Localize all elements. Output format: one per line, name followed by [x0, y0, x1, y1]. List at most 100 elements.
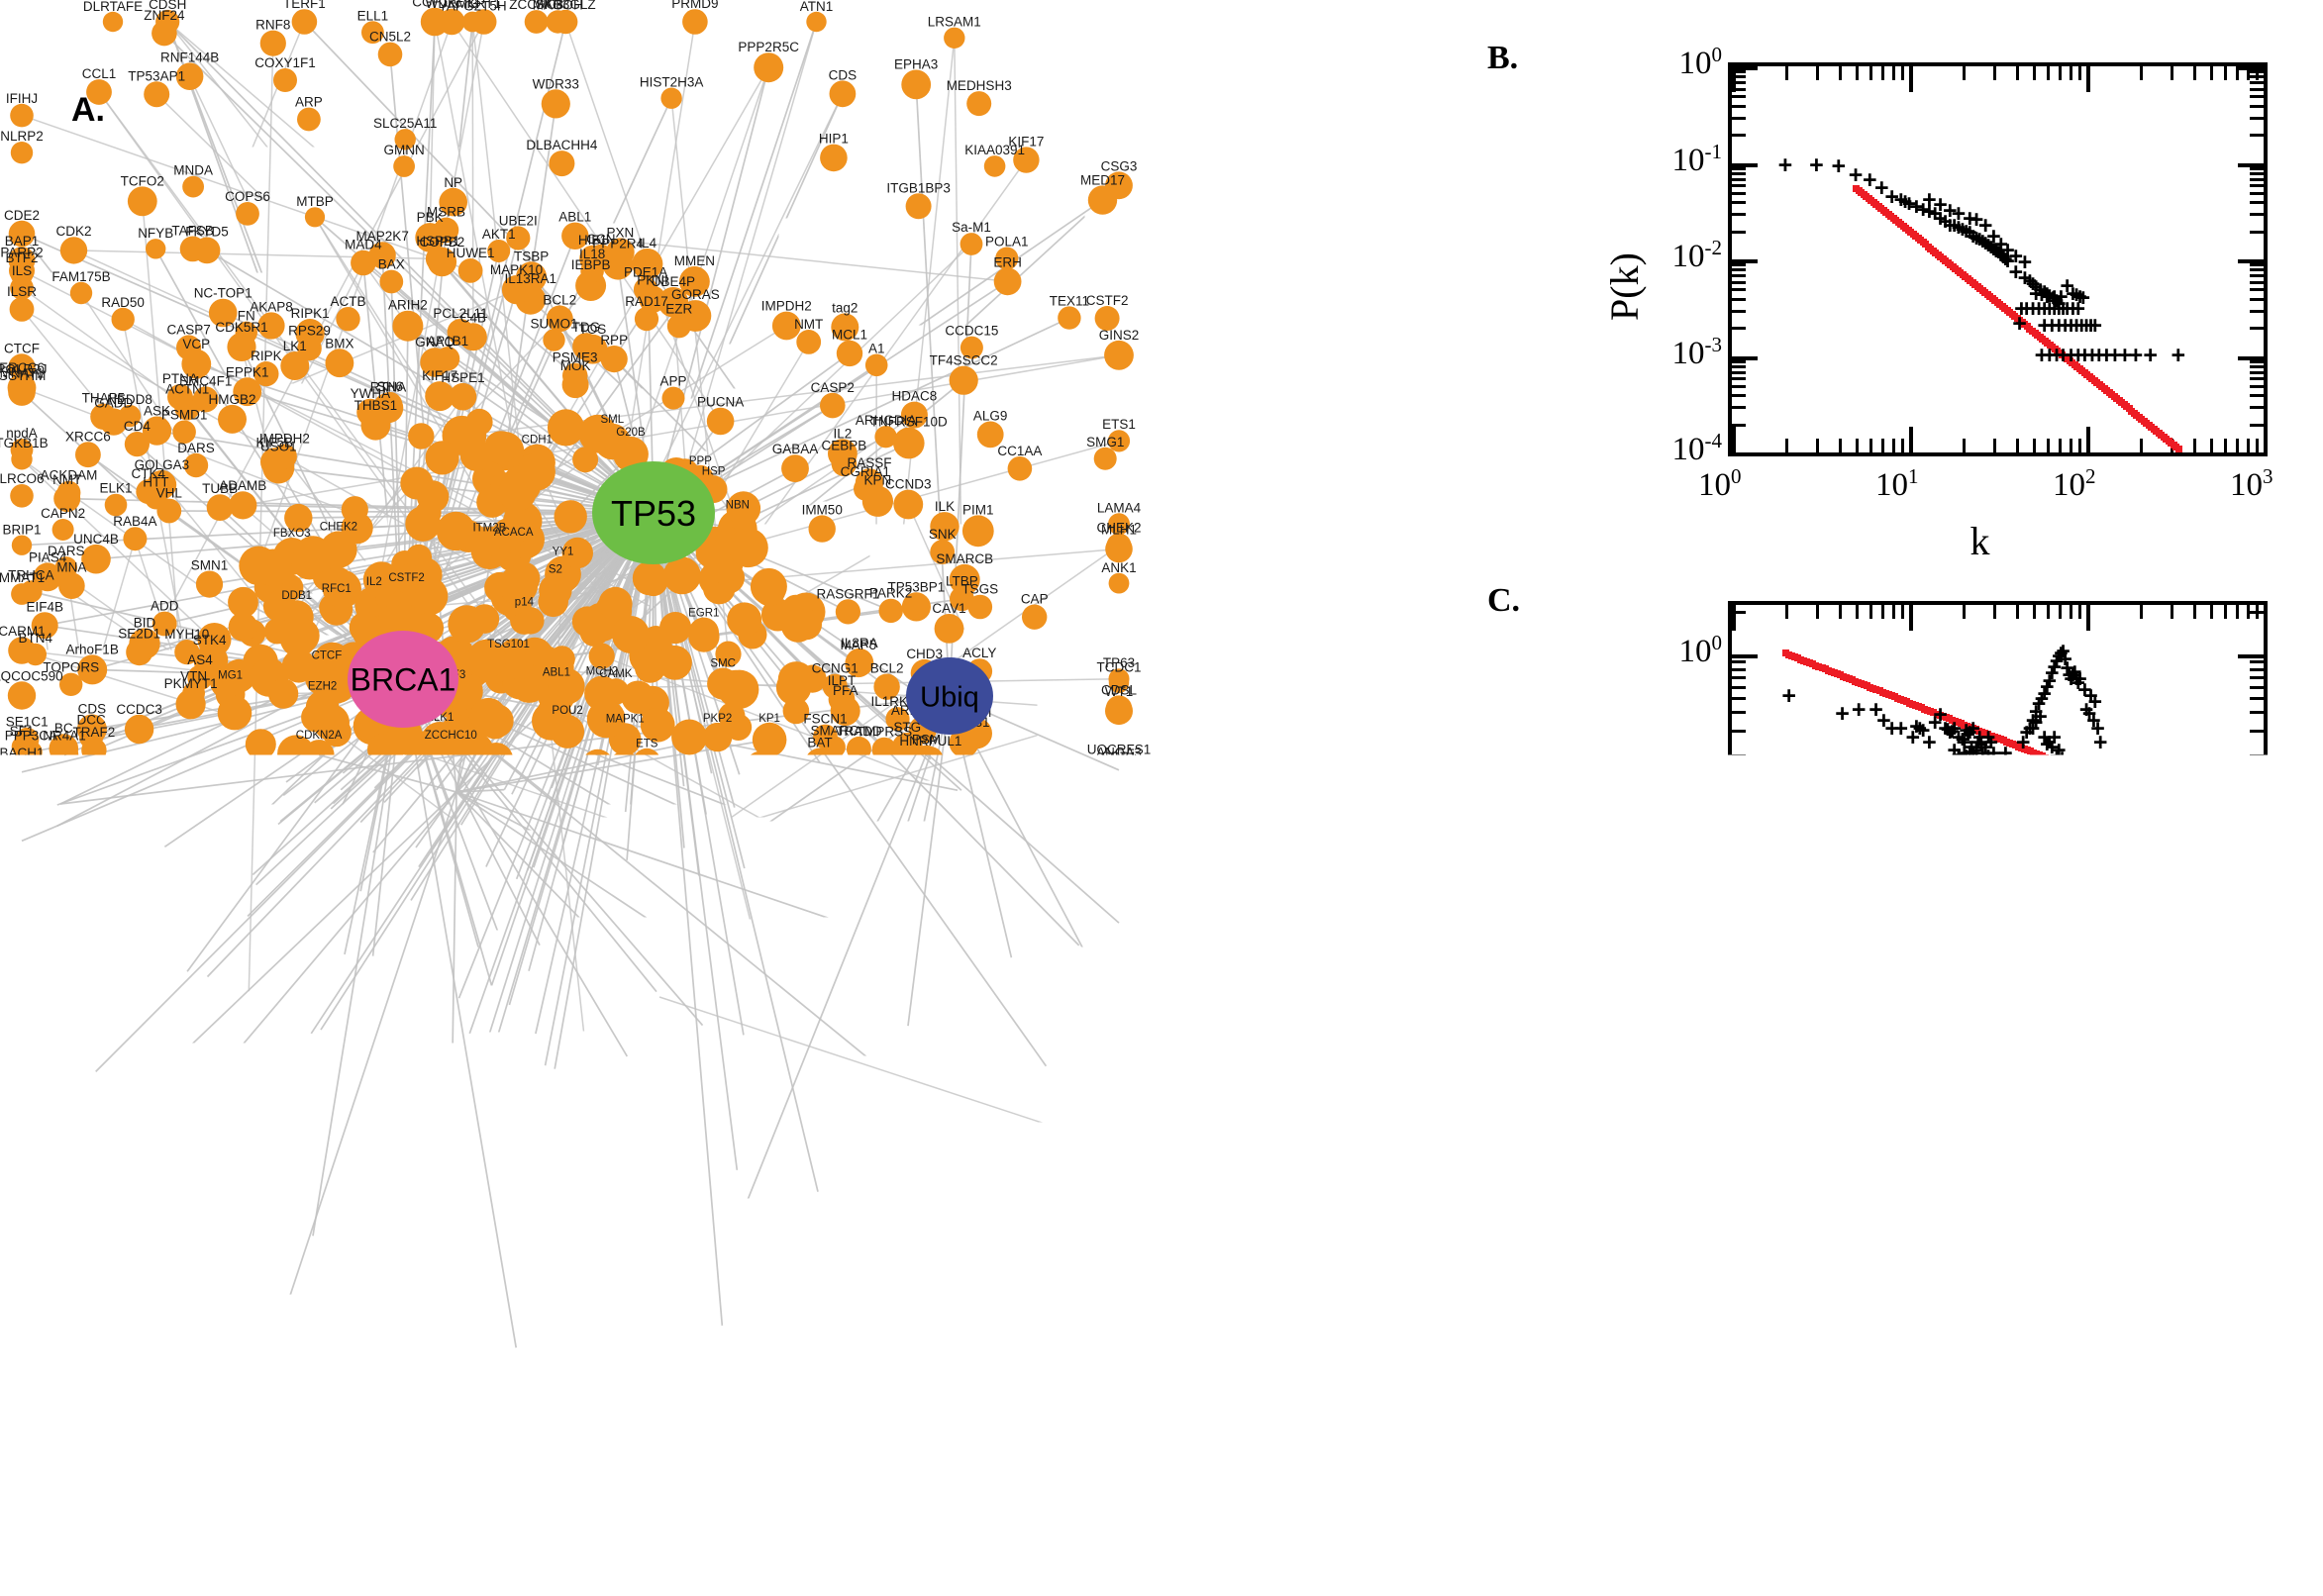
network-node[interactable]: [268, 678, 298, 708]
network-node[interactable]: [194, 1182, 223, 1211]
network-node[interactable]: [11, 449, 32, 469]
network-node[interactable]: [7, 1034, 36, 1062]
network-node[interactable]: [301, 1355, 327, 1381]
network-node[interactable]: [10, 104, 34, 128]
network-node[interactable]: [805, 748, 835, 778]
network-node[interactable]: [837, 341, 862, 366]
network-node[interactable]: [94, 907, 117, 930]
network-node[interactable]: [103, 1200, 123, 1220]
network-node[interactable]: [498, 473, 536, 511]
network-node[interactable]: [504, 1336, 529, 1360]
network-node[interactable]: [373, 817, 404, 848]
network-node[interactable]: [426, 1179, 454, 1208]
network-node[interactable]: [218, 405, 247, 434]
network-node[interactable]: [966, 91, 991, 116]
network-node[interactable]: [86, 1061, 106, 1081]
network-node[interactable]: [601, 346, 628, 372]
network-node[interactable]: [811, 934, 833, 955]
network-node[interactable]: [305, 207, 325, 227]
network-node[interactable]: [1107, 911, 1131, 935]
network-node[interactable]: [86, 79, 112, 105]
network-node[interactable]: [500, 1057, 524, 1081]
network-node[interactable]: [984, 155, 1006, 177]
network-node[interactable]: [8, 681, 36, 709]
network-node[interactable]: [329, 758, 358, 788]
network-node[interactable]: [1097, 1132, 1124, 1158]
network-node[interactable]: [543, 329, 564, 350]
network-node[interactable]: [622, 681, 655, 714]
network-node[interactable]: [614, 1044, 640, 1069]
network-node[interactable]: [667, 314, 691, 338]
network-node[interactable]: [682, 9, 708, 35]
network-node[interactable]: [60, 237, 87, 263]
network-node[interactable]: [450, 383, 477, 411]
network-node[interactable]: [52, 519, 74, 541]
network-node[interactable]: [1094, 448, 1117, 470]
network-node[interactable]: [1088, 185, 1117, 214]
network-node[interactable]: [326, 1248, 354, 1276]
network-node[interactable]: [1109, 1089, 1130, 1110]
network-node[interactable]: [458, 258, 483, 283]
network-node[interactable]: [660, 88, 681, 109]
network-node[interactable]: [940, 1114, 964, 1139]
network-node[interactable]: [525, 10, 549, 34]
network-node[interactable]: [863, 1047, 887, 1071]
network-node[interactable]: [359, 1248, 381, 1270]
network-node[interactable]: [176, 689, 206, 719]
network-node[interactable]: [10, 297, 35, 322]
network-node[interactable]: [607, 793, 645, 831]
network-node[interactable]: [103, 1261, 128, 1286]
network-node[interactable]: [640, 567, 668, 596]
network-node[interactable]: [871, 889, 894, 912]
network-node[interactable]: [806, 12, 826, 32]
network-node[interactable]: [218, 1234, 247, 1262]
network-node[interactable]: [28, 1128, 55, 1155]
network-node[interactable]: [70, 282, 92, 304]
network-node[interactable]: [437, 1139, 465, 1167]
network-node[interactable]: [75, 442, 101, 467]
network-node[interactable]: [188, 796, 212, 820]
network-node[interactable]: [285, 892, 307, 914]
network-node[interactable]: [685, 862, 713, 890]
network-node[interactable]: [448, 987, 469, 1009]
network-node[interactable]: [729, 528, 768, 567]
network-node[interactable]: [378, 43, 403, 67]
network-node[interactable]: [207, 494, 234, 521]
network-node[interactable]: [919, 1265, 941, 1287]
network-node[interactable]: [555, 500, 587, 533]
network-node[interactable]: [933, 1184, 958, 1209]
network-node[interactable]: [393, 155, 415, 177]
network-node[interactable]: [754, 574, 786, 607]
network-node[interactable]: [723, 1155, 752, 1184]
network-node[interactable]: [144, 81, 169, 107]
network-node[interactable]: [98, 1110, 123, 1135]
network-node[interactable]: [125, 715, 153, 744]
network-node[interactable]: [146, 239, 165, 258]
network-node[interactable]: [830, 80, 857, 107]
network-node[interactable]: [572, 447, 598, 472]
network-node[interactable]: [707, 920, 729, 942]
network-node[interactable]: [400, 467, 433, 500]
network-node[interactable]: [930, 926, 955, 950]
network-node[interactable]: [901, 70, 931, 100]
network-node[interactable]: [691, 1014, 715, 1038]
network-node[interactable]: [1109, 573, 1130, 594]
network-node[interactable]: [953, 1001, 977, 1026]
network-node[interactable]: [361, 770, 388, 797]
network-node[interactable]: [671, 720, 707, 755]
network-node[interactable]: [254, 549, 292, 587]
network-node[interactable]: [935, 614, 964, 644]
network-node[interactable]: [1022, 605, 1047, 630]
network-node[interactable]: [998, 945, 1024, 970]
network-node[interactable]: [562, 371, 589, 398]
network-node[interactable]: [10, 484, 34, 508]
network-node[interactable]: [1105, 697, 1133, 725]
network-node[interactable]: [246, 729, 276, 759]
network-node[interactable]: [467, 848, 506, 886]
network-node[interactable]: [448, 605, 485, 643]
network-node[interactable]: [709, 1313, 735, 1339]
network-node[interactable]: [11, 142, 33, 163]
network-node[interactable]: [294, 536, 333, 574]
network-node[interactable]: [236, 202, 259, 226]
network-node[interactable]: [465, 935, 491, 960]
